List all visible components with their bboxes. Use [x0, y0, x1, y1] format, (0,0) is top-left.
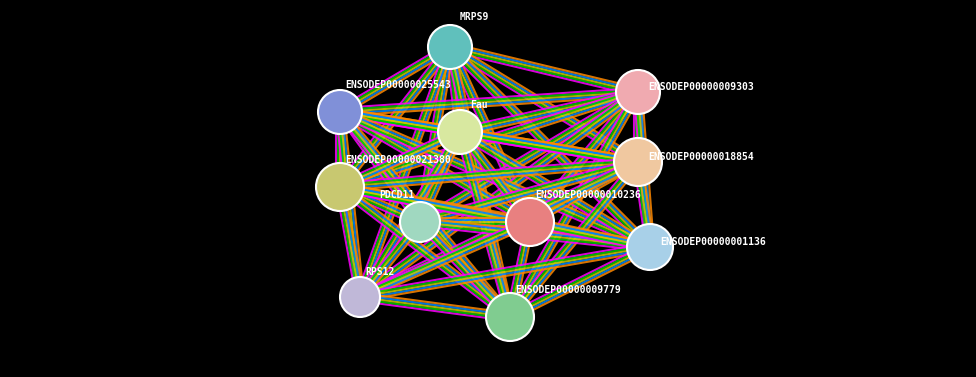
Circle shape [616, 70, 660, 114]
Circle shape [340, 277, 380, 317]
Circle shape [486, 293, 534, 341]
Circle shape [438, 110, 482, 154]
Circle shape [318, 90, 362, 134]
Text: ENSODEP00000025543: ENSODEP00000025543 [345, 80, 451, 90]
Text: ENSODEP00000018854: ENSODEP00000018854 [648, 152, 753, 162]
Circle shape [506, 198, 554, 246]
Circle shape [428, 25, 472, 69]
Text: ENSODEP00000010236: ENSODEP00000010236 [535, 190, 641, 200]
Circle shape [614, 138, 662, 186]
Text: ENSODEP00000021380: ENSODEP00000021380 [345, 155, 451, 165]
Text: RPS12: RPS12 [365, 267, 394, 277]
Text: ENSODEP00000001136: ENSODEP00000001136 [660, 237, 766, 247]
Text: MRPS9: MRPS9 [460, 12, 489, 22]
Text: ENSODEP00000009779: ENSODEP00000009779 [515, 285, 621, 295]
Circle shape [627, 224, 673, 270]
Circle shape [316, 163, 364, 211]
Text: Fau: Fau [470, 100, 488, 110]
Text: ENSODEP00000009303: ENSODEP00000009303 [648, 82, 753, 92]
Circle shape [400, 202, 440, 242]
Text: PDCD11: PDCD11 [380, 190, 415, 200]
